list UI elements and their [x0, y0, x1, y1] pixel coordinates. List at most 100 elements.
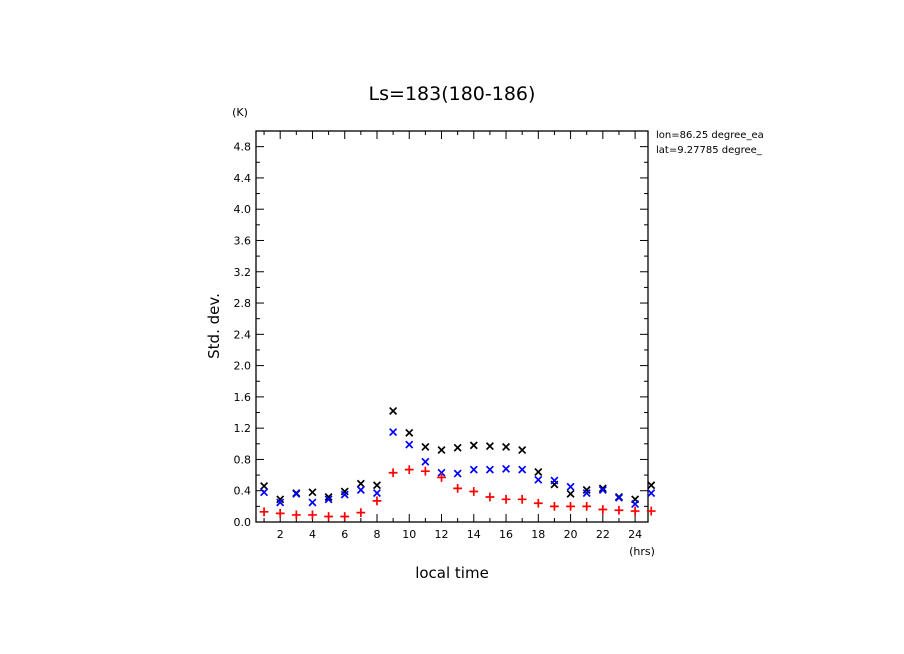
- data-point-series-2: [550, 476, 559, 485]
- data-point-series-3: [550, 501, 559, 511]
- data-point-series-3: [517, 494, 527, 504]
- data-point-series-1: [405, 428, 414, 437]
- data-point-series-2: [582, 489, 591, 498]
- y-tick-label: 4.8: [234, 141, 252, 154]
- data-point-series-3: [485, 492, 495, 502]
- data-point-series-2: [292, 489, 301, 498]
- data-point-series-3: [291, 510, 301, 520]
- data-point-series-3: [404, 465, 414, 475]
- data-point-series-3: [533, 498, 543, 508]
- chart-title: Ls=183(180-186): [369, 83, 536, 105]
- data-point-series-2: [356, 485, 365, 494]
- x-tick-label: 22: [596, 528, 610, 541]
- data-point-series-2: [324, 495, 333, 504]
- x-tick-label: 16: [499, 528, 513, 541]
- data-point-series-2: [308, 498, 317, 507]
- data-point-series-1: [356, 479, 365, 488]
- data-point-series-2: [260, 488, 269, 497]
- data-point-series-3: [630, 506, 640, 516]
- y-tick-label: 1.6: [234, 391, 252, 404]
- x-tick-label: 12: [435, 528, 449, 541]
- y-tick-label: 2.8: [234, 297, 252, 310]
- data-point-series-3: [372, 496, 382, 506]
- data-point-series-3: [308, 510, 317, 520]
- data-point-series-3: [340, 512, 350, 521]
- y-tick-label: 2.4: [234, 328, 252, 341]
- data-point-series-3: [356, 508, 366, 518]
- data-point-series-1: [566, 489, 575, 498]
- data-point-series-2: [469, 465, 478, 474]
- x-tick-label: 18: [531, 528, 545, 541]
- data-point-series-2: [372, 489, 381, 498]
- y-tick-label: 0.4: [234, 485, 252, 498]
- data-point-series-1: [340, 487, 349, 496]
- x-tick-label: 20: [564, 528, 578, 541]
- y-tick-label: 0.8: [234, 453, 252, 466]
- plot-axes: 0.0 0.4 0.8 1.2 1.6 2.0 2.4 2.8 3.2 3.6 4.0 4.4 4.8 2…: [234, 130, 649, 541]
- x-tick-label: 4: [309, 528, 316, 541]
- data-point-series-1: [372, 481, 381, 490]
- data-point-series-1: [502, 442, 511, 451]
- y-tick-label: 1.2: [234, 422, 252, 435]
- data-point-series-3: [501, 494, 511, 504]
- data-point-series-2: [437, 468, 446, 477]
- y-tick-label: 0.0: [234, 516, 252, 529]
- data-point-series-2: [389, 428, 398, 437]
- data-point-series-2: [421, 457, 430, 466]
- data-point-series-2: [405, 440, 414, 449]
- y-axis-label: Std. dev.: [205, 293, 223, 359]
- data-point-series-2: [566, 482, 575, 491]
- y-tick-label: 4.4: [234, 172, 252, 185]
- plot-marks: [259, 406, 656, 521]
- data-point-series-1: [437, 446, 446, 455]
- data-point-series-3: [469, 487, 479, 496]
- data-point-series-3: [582, 501, 592, 511]
- x-tick-label: 14: [467, 528, 481, 541]
- data-point-series-3: [437, 473, 446, 482]
- data-point-series-3: [388, 468, 398, 478]
- data-point-series-3: [614, 505, 624, 515]
- annotation-lon: lon=86.25 degree_ea: [656, 130, 764, 141]
- data-point-series-1: [260, 482, 269, 491]
- annotation-lat: lat=9.27785 degree_: [656, 145, 763, 156]
- y-tick-label: 3.2: [234, 266, 252, 279]
- data-point-series-3: [275, 508, 285, 518]
- data-point-series-3: [420, 466, 430, 476]
- plot-frame: [255, 130, 649, 523]
- data-point-series-2: [453, 469, 462, 478]
- data-point-series-1: [469, 441, 478, 450]
- data-point-series-1: [389, 406, 398, 415]
- data-point-series-1: [324, 492, 333, 501]
- y-tick-label: 3.6: [234, 234, 252, 247]
- data-point-series-2: [631, 500, 640, 509]
- data-point-series-1: [518, 446, 527, 455]
- data-point-series-2: [276, 498, 285, 507]
- data-point-series-3: [453, 483, 463, 493]
- data-point-series-1: [598, 484, 607, 493]
- x-unit-label: (hrs): [629, 545, 655, 558]
- data-point-series-3: [324, 512, 333, 521]
- y-tick-label: 2.0: [234, 360, 252, 373]
- data-point-series-3: [646, 506, 656, 516]
- data-point-series-2: [647, 489, 656, 498]
- x-tick-label: 6: [341, 528, 348, 541]
- data-point-series-2: [598, 485, 607, 494]
- x-tick-label: 2: [277, 528, 284, 541]
- y-tick-label: 4.0: [234, 203, 252, 216]
- data-point-series-3: [598, 505, 608, 514]
- data-point-series-2: [534, 475, 543, 484]
- data-point-series-2: [502, 464, 511, 473]
- x-axis-label: local time: [415, 564, 489, 582]
- y-unit-label: (K): [232, 106, 248, 119]
- data-point-series-1: [276, 495, 285, 504]
- data-point-series-2: [518, 465, 527, 474]
- data-point-series-1: [453, 443, 462, 452]
- data-point-series-1: [308, 488, 317, 497]
- data-point-series-3: [566, 501, 575, 511]
- data-point-series-1: [647, 481, 656, 490]
- data-point-series-2: [614, 493, 623, 502]
- x-tick-label: 10: [402, 528, 416, 541]
- data-point-series-2: [485, 465, 494, 474]
- data-point-series-1: [582, 485, 591, 494]
